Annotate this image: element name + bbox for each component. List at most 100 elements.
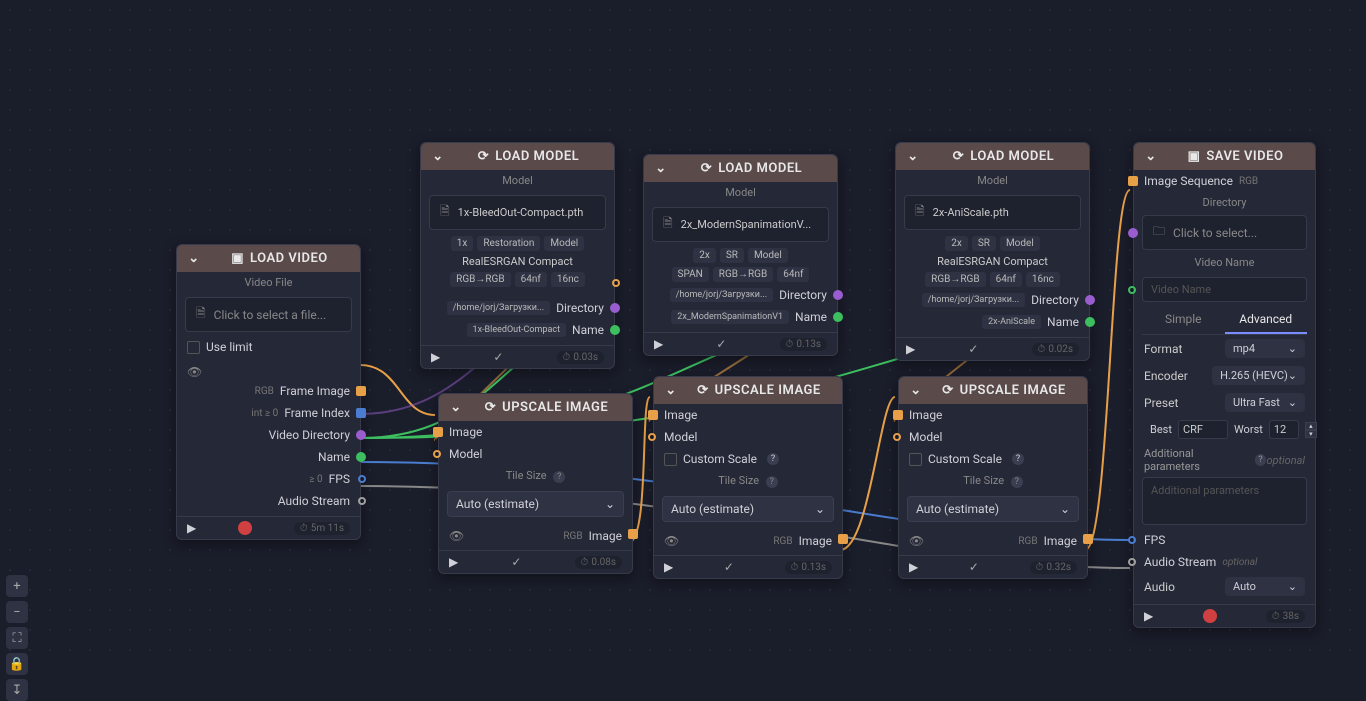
fit-button[interactable]: ⛶ [6, 627, 28, 649]
play-button[interactable]: ▶ [431, 350, 440, 364]
zoom-out-button[interactable]: − [6, 601, 28, 623]
port-audio-stream[interactable] [1128, 558, 1136, 566]
collapse-icon[interactable]: ⌄ [449, 401, 463, 415]
node-save-video[interactable]: ⌄ ▣ SAVE VIDEO Image Sequence RGB Direct… [1133, 142, 1316, 628]
node-upscale-3[interactable]: ⌄ ⟳ UPSCALE IMAGE Image Model Custom Sca… [898, 376, 1088, 579]
node-load-video[interactable]: ⌄ ▣ LOAD VIDEO Video File 🗎 Click to sel… [176, 244, 361, 540]
help-icon[interactable]: ? [1255, 454, 1267, 466]
play-button[interactable]: ▶ [906, 342, 915, 356]
port-name[interactable] [833, 312, 843, 322]
eye-icon[interactable]: 👁 [909, 534, 924, 548]
port-name[interactable] [1085, 317, 1095, 327]
export-button[interactable]: ↧ [6, 679, 28, 701]
use-limit-checkbox[interactable] [187, 341, 200, 354]
port-fps[interactable] [1128, 536, 1136, 544]
crf-input[interactable] [1178, 420, 1228, 439]
video-name-input[interactable]: Video Name [1142, 277, 1307, 302]
node-load-model-3[interactable]: ⌄ ⟳ LOAD MODEL Model 🗎 2x-AniScale.pth 2… [895, 142, 1090, 361]
help-icon[interactable]: ? [1011, 476, 1023, 488]
collapse-icon[interactable]: ⌄ [1144, 150, 1158, 164]
spinner-down[interactable]: ▾ [1305, 430, 1317, 438]
port-model-out[interactable] [612, 279, 620, 287]
play-button[interactable]: ▶ [909, 560, 918, 574]
help-icon[interactable]: ? [767, 453, 779, 465]
zoom-in-button[interactable]: + [6, 575, 28, 597]
model-file-select[interactable]: 🗎 2x_ModernSpanimationV... [652, 207, 829, 242]
model-file-select[interactable]: 🗎 2x-AniScale.pth [904, 195, 1081, 230]
play-button[interactable]: ▶ [1144, 609, 1153, 623]
error-indicator[interactable] [238, 521, 252, 535]
help-icon[interactable]: ? [766, 476, 778, 488]
eye-icon[interactable]: 👁 [449, 529, 464, 543]
node-header[interactable]: ⌄ ▣ LOAD VIDEO [177, 245, 360, 272]
node-header[interactable]: ⌄ ⟳ LOAD MODEL [644, 155, 837, 182]
collapse-icon[interactable]: ⌄ [431, 150, 445, 164]
port-audio[interactable] [358, 497, 366, 505]
add-params-textarea[interactable]: Additional parameters [1142, 477, 1307, 525]
collapse-icon[interactable]: ⌄ [654, 162, 668, 176]
play-button[interactable]: ▶ [654, 337, 663, 351]
node-upscale-1[interactable]: ⌄ ⟳ UPSCALE IMAGE Image Model Tile Size … [438, 393, 633, 574]
port-image-out[interactable] [628, 529, 638, 539]
collapse-icon[interactable]: ⌄ [906, 150, 920, 164]
encoder-select[interactable]: H.265 (HEVC)⌄ [1212, 366, 1305, 385]
node-load-model-1[interactable]: ⌄ ⟳ LOAD MODEL Model 🗎 1x-BleedOut-Compa… [420, 142, 615, 369]
collapse-icon[interactable]: ⌄ [187, 252, 201, 266]
preset-select[interactable]: Ultra Fast⌄ [1225, 393, 1305, 412]
help-icon[interactable]: ? [1012, 453, 1024, 465]
port-image-in[interactable] [893, 410, 903, 420]
dir-select[interactable]: 🗀 Click to select... [1142, 215, 1307, 250]
custom-scale-checkbox[interactable] [909, 453, 922, 466]
port-model-in[interactable] [893, 433, 901, 441]
crf-value[interactable] [1269, 420, 1299, 439]
audio-select[interactable]: Auto⌄ [1225, 577, 1305, 596]
port-dir[interactable] [1128, 228, 1138, 238]
port-model-in[interactable] [433, 450, 441, 458]
model-file-select[interactable]: 🗎 1x-BleedOut-Compact.pth [429, 195, 606, 230]
tile-size-select[interactable]: Auto (estimate)⌄ [662, 496, 834, 522]
node-header[interactable]: ⌄ ⟳ UPSCALE IMAGE [899, 377, 1087, 404]
custom-scale-checkbox[interactable] [664, 453, 677, 466]
port-model-in[interactable] [648, 433, 656, 441]
port-image-seq[interactable] [1128, 176, 1138, 186]
node-upscale-2[interactable]: ⌄ ⟳ UPSCALE IMAGE Image Model Custom Sca… [653, 376, 843, 579]
port-fps[interactable] [358, 475, 366, 483]
eye-icon[interactable]: 👁 [187, 365, 202, 379]
format-select[interactable]: mp4⌄ [1225, 339, 1305, 358]
port-image-in[interactable] [433, 427, 443, 437]
play-button[interactable]: ▶ [187, 521, 196, 535]
port-name[interactable] [610, 325, 620, 335]
node-header[interactable]: ⌄ ▣ SAVE VIDEO [1134, 143, 1315, 170]
error-indicator[interactable] [1203, 609, 1217, 623]
port-video-name[interactable] [1128, 286, 1136, 294]
tile-size-select[interactable]: Auto (estimate)⌄ [447, 491, 624, 517]
port-dir[interactable] [610, 303, 620, 313]
file-select[interactable]: 🗎 Click to select a file... [185, 297, 352, 332]
node-canvas[interactable]: { "colors": { "frameImage": "#e8a048", "… [0, 0, 1366, 655]
tab-simple[interactable]: Simple [1142, 306, 1225, 334]
port-frame-index[interactable] [356, 408, 366, 418]
tile-size-select[interactable]: Auto (estimate)⌄ [907, 496, 1079, 522]
collapse-icon[interactable]: ⌄ [909, 384, 923, 398]
port-frame-image[interactable] [356, 386, 366, 396]
lock-button[interactable]: 🔒 [6, 653, 28, 675]
port-image-in[interactable] [648, 410, 658, 420]
help-icon[interactable]: ? [553, 471, 565, 483]
node-header[interactable]: ⌄ ⟳ LOAD MODEL [421, 143, 614, 170]
collapse-icon[interactable]: ⌄ [664, 384, 678, 398]
node-header[interactable]: ⌄ ⟳ UPSCALE IMAGE [654, 377, 842, 404]
eye-icon[interactable]: 👁 [664, 534, 679, 548]
spinner-up[interactable]: ▴ [1305, 422, 1317, 430]
port-video-dir[interactable] [356, 430, 366, 440]
play-button[interactable]: ▶ [449, 555, 458, 569]
port-image-out[interactable] [838, 534, 848, 544]
node-header[interactable]: ⌄ ⟳ UPSCALE IMAGE [439, 394, 632, 421]
port-dir[interactable] [833, 290, 843, 300]
port-image-out[interactable] [1083, 534, 1093, 544]
port-name[interactable] [356, 452, 366, 462]
port-dir[interactable] [1085, 295, 1095, 305]
node-load-model-2[interactable]: ⌄ ⟳ LOAD MODEL Model 🗎 2x_ModernSpanimat… [643, 154, 838, 356]
play-button[interactable]: ▶ [664, 560, 673, 574]
node-header[interactable]: ⌄ ⟳ LOAD MODEL [896, 143, 1089, 170]
tab-advanced[interactable]: Advanced [1225, 306, 1308, 334]
